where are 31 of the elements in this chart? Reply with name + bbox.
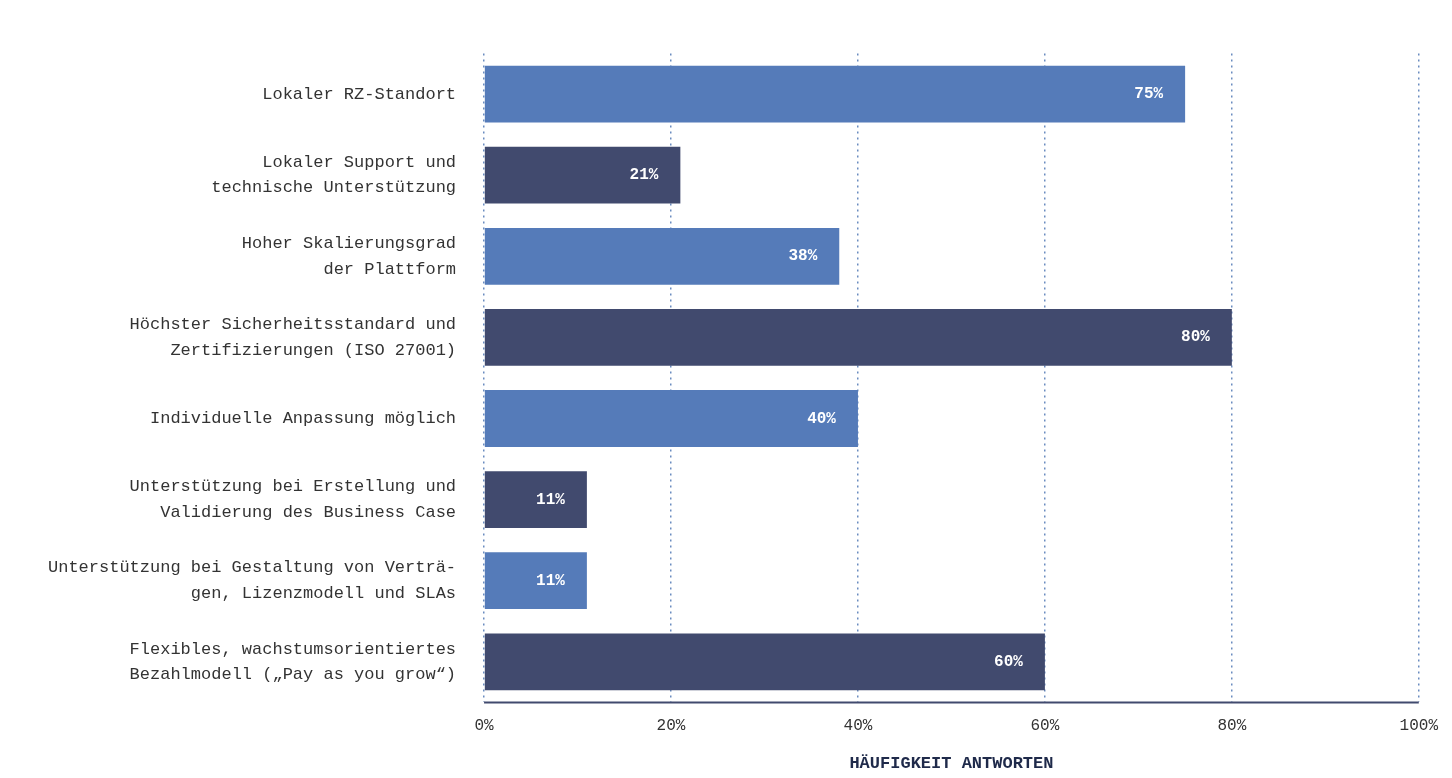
y-tick-label: Lokaler RZ-Standort: [262, 84, 457, 104]
x-axis-title: HÄUFIGKEIT ANTWORTEN: [849, 754, 1054, 774]
y-tick-label: Individuelle Anpassung möglich: [150, 409, 457, 429]
bar: [484, 146, 681, 204]
y-tick-label: Höchster Sicherheitsstandard und Zertifizierungen (ISO 27001): [129, 315, 457, 360]
data-label: 75%: [1134, 85, 1164, 104]
x-tick-label: 40%: [843, 717, 873, 736]
bar: [484, 552, 587, 610]
x-tick-label: 80%: [1217, 717, 1247, 736]
data-label: 80%: [1181, 328, 1211, 347]
bar: [484, 227, 840, 285]
data-label: 60%: [994, 652, 1024, 671]
data-label: 11%: [536, 571, 566, 590]
data-label: 11%: [536, 490, 566, 509]
y-tick-label: Flexibles, wachstumsorientiertes Bezahlmodell („Pay as you grow“): [129, 639, 457, 685]
x-tick-label: 20%: [656, 717, 686, 736]
y-tick-label: Lokaler Support und technische Unterstützung: [211, 152, 457, 198]
bar: [484, 309, 1232, 366]
bar: [484, 471, 587, 529]
data-label: 38%: [788, 247, 818, 266]
bar: [484, 633, 1045, 691]
bar: [484, 65, 1186, 123]
y-tick-label: Hoher Skalierungsgrad der Plattform: [241, 234, 457, 279]
x-tick-label: 100%: [1399, 717, 1439, 736]
y-tick-label: Unterstützung bei Gestaltung von Verträ- gen, Lizenzmodell und SLAs: [47, 558, 457, 603]
x-tick-label: 0%: [474, 717, 495, 736]
bar: [484, 390, 858, 447]
data-label: 40%: [807, 409, 837, 428]
y-tick-label: Unterstützung bei Erstellung und Validierung des Business Case: [129, 477, 457, 522]
x-tick-label: 60%: [1030, 717, 1060, 736]
data-label: 21%: [629, 166, 659, 185]
